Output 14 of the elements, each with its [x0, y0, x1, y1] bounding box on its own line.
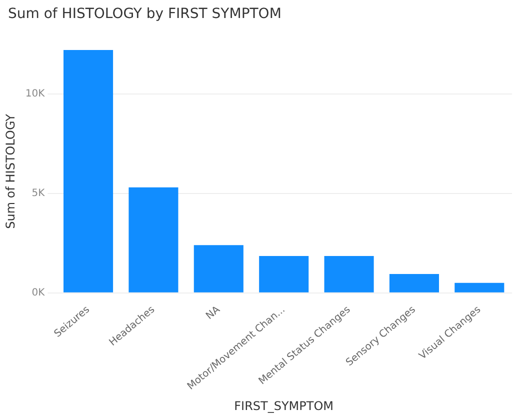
y-axis-title: Sum of HISTOLOGY [3, 113, 18, 229]
y-tick-label: 0K [32, 287, 46, 298]
x-tick-label: NA [204, 304, 222, 322]
bar [389, 274, 439, 292]
bar [194, 245, 244, 292]
bar [128, 187, 178, 292]
chart-title: Sum of HISTOLOGY by FIRST SYMPTOM [8, 6, 282, 22]
y-tick-label: 5K [32, 188, 46, 199]
bar [64, 50, 114, 292]
x-axis-title: FIRST_SYMPTOM [234, 398, 334, 413]
bar [454, 282, 504, 292]
bar [324, 256, 374, 292]
y-tick-label: 10K [25, 88, 46, 100]
bar [259, 256, 309, 292]
